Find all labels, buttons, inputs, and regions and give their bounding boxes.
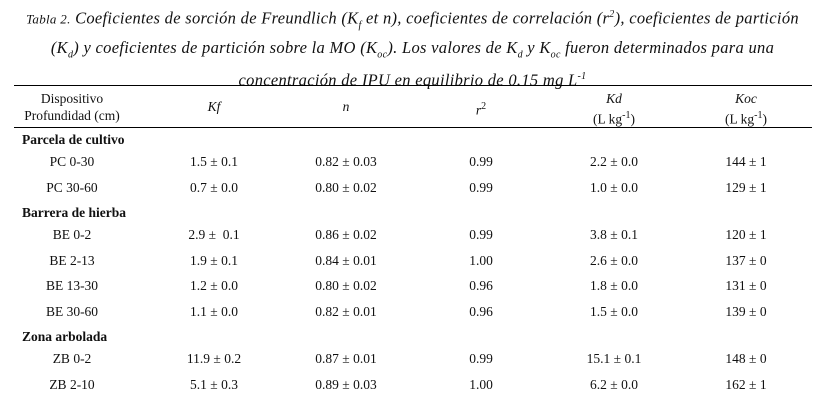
top-rule [14, 85, 812, 86]
caption-text: ) y coeficientes de partición sobre la M… [73, 37, 378, 57]
caption-text: y K [522, 37, 551, 57]
header-text: (L kg [593, 111, 623, 127]
cell: 0.99 [469, 154, 493, 169]
caption-sub: f [358, 19, 362, 31]
cell: 1.00 [469, 252, 493, 268]
row-label: PC 30-60 [46, 179, 98, 195]
caption-text: ), coeficientes de partición (K [50, 8, 799, 57]
header-cell: Dispositivo Profundidad (cm) [7, 90, 137, 124]
cell: 2.6 ± 0.0 [590, 252, 638, 268]
header-text: Koc [735, 91, 757, 106]
header-text: (L kg [725, 111, 755, 127]
cell: 1.1 ± 0.0 [190, 303, 238, 319]
header-text: Kf [207, 99, 221, 114]
header-sup: 2 [481, 101, 487, 112]
cell: 144 ± 1 [725, 154, 767, 169]
cell: 0.99 [469, 227, 493, 242]
cell: 2.9 ± 0.1 [188, 227, 240, 242]
caption: Tabla 2. Coeficientes de sorción de Freu… [10, 4, 815, 92]
caption-text: et n), coeficientes de correlación (r [361, 8, 610, 28]
cell: 0.82 ± 0.03 [315, 154, 377, 169]
group-title: Zona arbolada [22, 329, 108, 344]
cell: 11.9 ± 0.2 [186, 351, 242, 366]
header-cell: Kd (L kg-1) [549, 90, 679, 128]
caption-sup: 2 [609, 9, 615, 20]
cell: 0.84 ± 0.01 [315, 252, 377, 268]
cell: 1.5 ± 0.0 [590, 303, 638, 319]
cell: 120 ± 1 [725, 227, 767, 242]
header-rule [14, 127, 812, 128]
cell: 0.7 ± 0.0 [190, 179, 238, 195]
header-sup: -1 [754, 110, 763, 121]
cell: 0.99 [469, 179, 493, 195]
header-sup: -1 [622, 110, 631, 121]
caption-text: fueron determinados para una concentraci… [238, 37, 775, 90]
header-text: Profundidad (cm) [24, 108, 120, 123]
cell: 1.00 [469, 376, 493, 392]
cell: 0.80 ± 0.02 [315, 278, 377, 293]
cell: 0.82 ± 0.01 [315, 303, 377, 319]
header-text: Kd [606, 91, 622, 106]
group-title: Parcela de cultivo [22, 132, 125, 147]
cell: 5.1 ± 0.3 [190, 376, 238, 392]
header-text: r [475, 102, 482, 118]
cell: 0.89 ± 0.03 [315, 376, 377, 392]
caption-sup: -1 [577, 71, 587, 83]
cell: 131 ± 0 [725, 278, 767, 293]
header-text: ) [630, 111, 635, 127]
row-label: PC 0-30 [49, 154, 95, 169]
cell: 15.1 ± 0.1 [586, 351, 642, 366]
caption-label: Tabla 2. [26, 11, 71, 27]
row-label: BE 13-30 [45, 278, 99, 293]
cell: 0.80 ± 0.02 [315, 179, 377, 195]
row-label: ZB 0-2 [52, 351, 92, 366]
cell: 1.5 ± 0.1 [190, 154, 238, 169]
row-label: ZB 2-10 [49, 376, 95, 392]
cell: 1.8 ± 0.0 [590, 278, 638, 293]
cell: 148 ± 0 [725, 351, 767, 366]
header-cell: r2 [416, 98, 546, 119]
header-cell: n [281, 98, 411, 115]
cell: 2.2 ± 0.0 [590, 154, 638, 169]
caption-sub: oc [550, 49, 561, 61]
cell: 6.2 ± 0.0 [590, 376, 638, 392]
cell: 1.2 ± 0.0 [190, 278, 238, 293]
cell: 0.99 [469, 351, 493, 366]
cell: 1.0 ± 0.0 [590, 179, 638, 195]
cell: 162 ± 1 [725, 376, 767, 392]
group-title: Barrera de hierba [22, 205, 126, 220]
caption-sub: d [517, 49, 523, 61]
caption-text: ). Los valores de K [387, 37, 518, 57]
cell: 1.9 ± 0.1 [190, 252, 238, 268]
caption-sub: d [67, 49, 74, 61]
header-text: Dispositivo [40, 91, 104, 106]
cell: 129 ± 1 [725, 179, 767, 195]
row-label: BE 30-60 [45, 303, 99, 319]
header-text: n [342, 99, 350, 114]
cell: 137 ± 0 [725, 252, 767, 268]
cell: 0.86 ± 0.02 [315, 227, 377, 242]
caption-text: Coeficientes de sorción de Freundlich (K [70, 8, 359, 28]
caption-sub: oc [377, 49, 388, 61]
cell: 3.8 ± 0.1 [590, 227, 638, 242]
cell: 0.87 ± 0.01 [315, 351, 377, 366]
cell: 0.96 [469, 278, 493, 293]
cell: 0.96 [469, 303, 493, 319]
cell: 139 ± 0 [725, 303, 767, 319]
header-text: ) [762, 111, 767, 127]
header-cell: Koc (L kg-1) [681, 90, 811, 128]
row-label: BE 0-2 [52, 227, 92, 242]
header-cell: Kf [149, 98, 279, 115]
row-label: BE 2-13 [49, 252, 95, 268]
